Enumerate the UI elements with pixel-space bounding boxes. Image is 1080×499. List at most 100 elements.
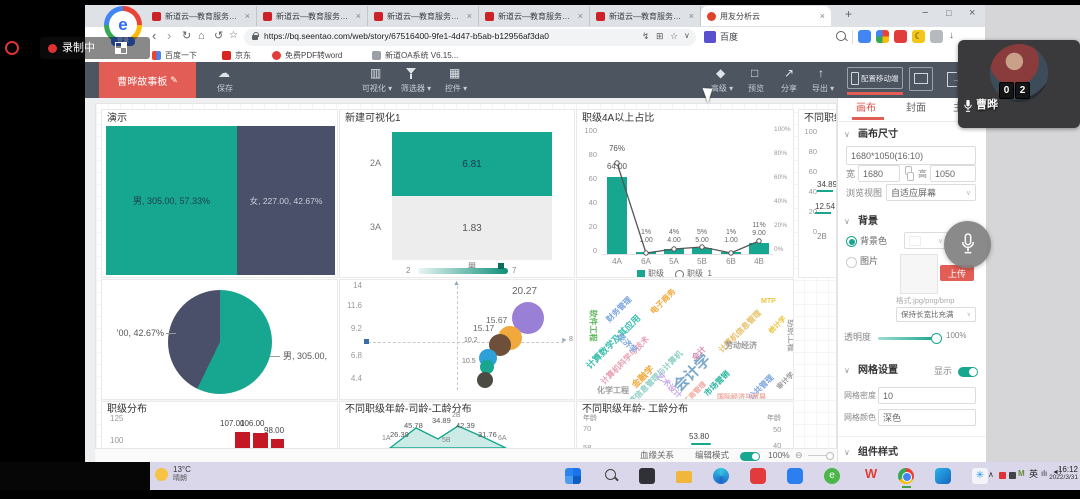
extension-icon-red[interactable] <box>894 30 907 43</box>
grid-show-toggle[interactable] <box>958 367 978 377</box>
window-close-icon[interactable]: × <box>969 7 976 19</box>
bubble-teal[interactable] <box>480 360 494 374</box>
bar-4b[interactable] <box>749 243 769 254</box>
tray-icon-dark[interactable] <box>1009 472 1016 479</box>
taskbar-search-icon[interactable] <box>602 466 622 486</box>
baidu-extension-icon[interactable] <box>704 31 716 43</box>
opacity-slider[interactable] <box>878 337 936 340</box>
fit-mode-select[interactable]: 保持长宽比充满 ∨ <box>896 307 976 322</box>
bookmark-item[interactable]: 百度一下 <box>165 51 197 60</box>
reload-icon[interactable]: ↻ <box>182 30 192 42</box>
url-text[interactable]: https://bq.seentao.com/web/story/6751640… <box>264 32 549 41</box>
bubble-brown[interactable] <box>489 334 511 356</box>
panel-tab-canvas[interactable]: 画布 <box>856 103 876 114</box>
save-button[interactable]: 保存 <box>217 84 233 93</box>
grid-color-select[interactable]: 深色 <box>878 409 976 426</box>
visualization-button[interactable]: 可视化 ▾ <box>356 83 398 94</box>
bar-4a[interactable] <box>607 177 627 254</box>
tray-collapse-icon[interactable]: ∧ <box>988 470 994 479</box>
bg-color-select[interactable]: ∨ <box>904 232 948 249</box>
canvas-size-preset-select[interactable]: 1680*1050(16:10) <box>846 146 976 165</box>
clock-block[interactable]: 16:12 2022/3/31 <box>1036 465 1078 487</box>
height-input[interactable]: 1050 <box>930 165 976 182</box>
tab-close-icon[interactable]: × <box>688 11 694 21</box>
browser-tab[interactable]: 新道云—教育服务都在这 × <box>257 6 368 26</box>
browser-tab-active[interactable]: 用友分析云 × <box>701 6 831 26</box>
taskbar-edge-icon[interactable] <box>713 468 729 484</box>
bookmark-star-icon[interactable]: ☆ <box>229 30 238 41</box>
new-tab-icon[interactable]: + <box>845 7 853 21</box>
pill-lightning-icon[interactable]: ↯ <box>642 31 650 41</box>
chart-card-treemap[interactable]: 演示 男, 305.00, 57.33% 女, 227.00, 42.67% <box>101 109 338 278</box>
bookmark-item[interactable]: 京东 <box>235 51 251 60</box>
bookmark-item[interactable]: 免费PDF转word <box>285 51 343 60</box>
bg-color-radio[interactable] <box>846 236 857 247</box>
taskbar-app-green[interactable]: e <box>824 468 840 484</box>
search-icon[interactable] <box>836 31 846 41</box>
heatmap-cell[interactable]: 1.83 <box>392 196 552 260</box>
bubble-dark[interactable] <box>477 372 493 388</box>
widgets-icon[interactable]: ▦ <box>449 66 461 80</box>
mobile-config-button[interactable]: 配置移动端 <box>847 67 903 89</box>
legend-label[interactable]: 职级 <box>648 269 664 278</box>
window-minimize-icon[interactable]: − <box>922 7 929 19</box>
grid-density-input[interactable]: 10 <box>878 387 976 404</box>
color-scale-bar[interactable] <box>418 268 508 274</box>
zoom-out-icon[interactable]: ⊖ <box>795 450 803 460</box>
home-icon[interactable]: ⌂ <box>198 30 205 42</box>
tab-close-icon[interactable]: × <box>466 11 472 21</box>
pie-graphic[interactable] <box>168 290 272 394</box>
bookmark-item[interactable]: 新道OA系统 V6.15... <box>385 51 459 60</box>
tab-close-icon[interactable]: × <box>577 11 583 21</box>
share-icon[interactable]: ↗ <box>784 66 795 80</box>
bar-5b[interactable] <box>692 248 712 254</box>
red-bar[interactable] <box>253 433 268 449</box>
save-icon[interactable]: ☁ <box>218 66 230 80</box>
view-mode-select[interactable]: 自适应屏幕 ∨ <box>886 184 976 201</box>
extension-icon-grid[interactable] <box>876 30 889 43</box>
taskbar-app-blue[interactable] <box>787 468 803 484</box>
chart-card-pie[interactable]: '00, 42.67% 男, 305.00, <box>101 279 338 400</box>
chevron-down-icon[interactable]: ∨ <box>844 366 850 375</box>
weather-sun-icon[interactable] <box>155 468 168 481</box>
legend-label[interactable]: 职级_1 <box>687 269 712 278</box>
browser-tab[interactable]: 新道云—教育服务都在这 × <box>368 6 479 26</box>
taskbar-wps-icon[interactable]: W <box>864 466 878 481</box>
edit-pencil-icon[interactable]: ✎ <box>170 74 178 85</box>
preview-icon[interactable]: □ <box>751 66 759 80</box>
width-input[interactable]: 1680 <box>858 165 900 182</box>
tab-close-icon[interactable]: × <box>244 11 250 21</box>
chart-card-bubble[interactable]: 14 11.6 9.2 6.8 4.4 ▲ ► 8 20.27 15.67 15… <box>339 279 575 400</box>
legend-swatch-bar[interactable] <box>637 270 645 277</box>
weather-temp[interactable]: 13°C <box>173 465 191 474</box>
pill-star-icon[interactable]: ☆ <box>670 31 679 41</box>
chart-card-age-tenure[interactable]: 不同职级年龄-司龄-工龄分布 2B 34.89 45.78 42.39 26.3… <box>339 401 575 449</box>
advanced-icon[interactable]: ◆ <box>716 66 726 80</box>
panel-tab-cover[interactable]: 封面 <box>906 103 926 114</box>
browser-tab[interactable]: 新道云—教育服务都在这 × <box>479 6 590 26</box>
taskbar-photos-icon[interactable] <box>935 468 951 484</box>
chart-card-partial[interactable]: 不同职级4A 100 80 60 40 20 0 34.89 12.54 2B <box>798 109 836 278</box>
ime-indicator[interactable]: 英 <box>1029 469 1039 479</box>
chart-card-heatmap[interactable]: 新建可视化1 2A 3A 6.81 1.83 男 2 7 <box>339 109 575 278</box>
history-icon[interactable]: ↺ <box>214 30 224 42</box>
chevron-down-icon[interactable]: ∨ <box>844 448 850 457</box>
edit-mode-toggle[interactable] <box>740 452 760 461</box>
red-bar[interactable] <box>235 432 250 449</box>
taskbar-folder-icon[interactable] <box>676 471 692 483</box>
story-canvas[interactable]: 演示 男, 305.00, 57.33% 女, 227.00, 42.67% 新… <box>95 103 837 450</box>
forward-icon[interactable]: › <box>167 28 172 43</box>
export-icon[interactable]: ↑ <box>818 66 824 80</box>
filter-button[interactable]: 筛选器 ▾ <box>393 83 439 94</box>
zoom-slider[interactable] <box>808 455 834 456</box>
visualization-icon[interactable]: ▥ <box>370 66 382 80</box>
share-button[interactable]: 分享 <box>781 84 797 93</box>
network-signal-icon[interactable]: ılı <box>1041 469 1048 478</box>
taskbar-app-red[interactable] <box>750 468 766 484</box>
tab-close-icon[interactable]: × <box>819 11 825 21</box>
color-scale-handle[interactable] <box>498 263 504 269</box>
tab-close-icon[interactable]: × <box>355 11 361 21</box>
recorder-pill[interactable] <box>40 37 150 59</box>
export-button[interactable]: 导出 ▾ <box>804 83 842 94</box>
heatmap-cell[interactable]: 6.81 <box>392 132 552 196</box>
